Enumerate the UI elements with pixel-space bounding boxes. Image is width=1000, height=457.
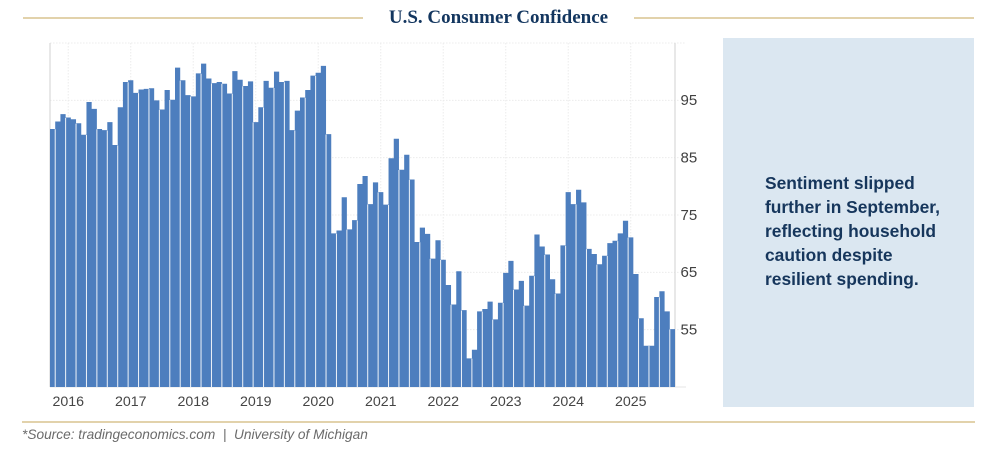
- svg-text:2016: 2016: [52, 394, 84, 410]
- svg-text:55: 55: [681, 322, 698, 339]
- svg-text:65: 65: [681, 264, 698, 281]
- svg-text:2024: 2024: [552, 394, 584, 410]
- svg-text:2018: 2018: [177, 394, 209, 410]
- svg-text:85: 85: [681, 150, 698, 167]
- svg-text:2022: 2022: [427, 394, 459, 410]
- svg-text:2020: 2020: [302, 394, 334, 410]
- svg-text:2019: 2019: [240, 394, 272, 410]
- svg-text:2021: 2021: [365, 394, 397, 410]
- svg-text:75: 75: [681, 207, 698, 224]
- svg-text:2023: 2023: [490, 394, 522, 410]
- svg-text:2017: 2017: [115, 394, 147, 410]
- svg-text:2025: 2025: [615, 394, 647, 410]
- svg-text:95: 95: [681, 92, 698, 109]
